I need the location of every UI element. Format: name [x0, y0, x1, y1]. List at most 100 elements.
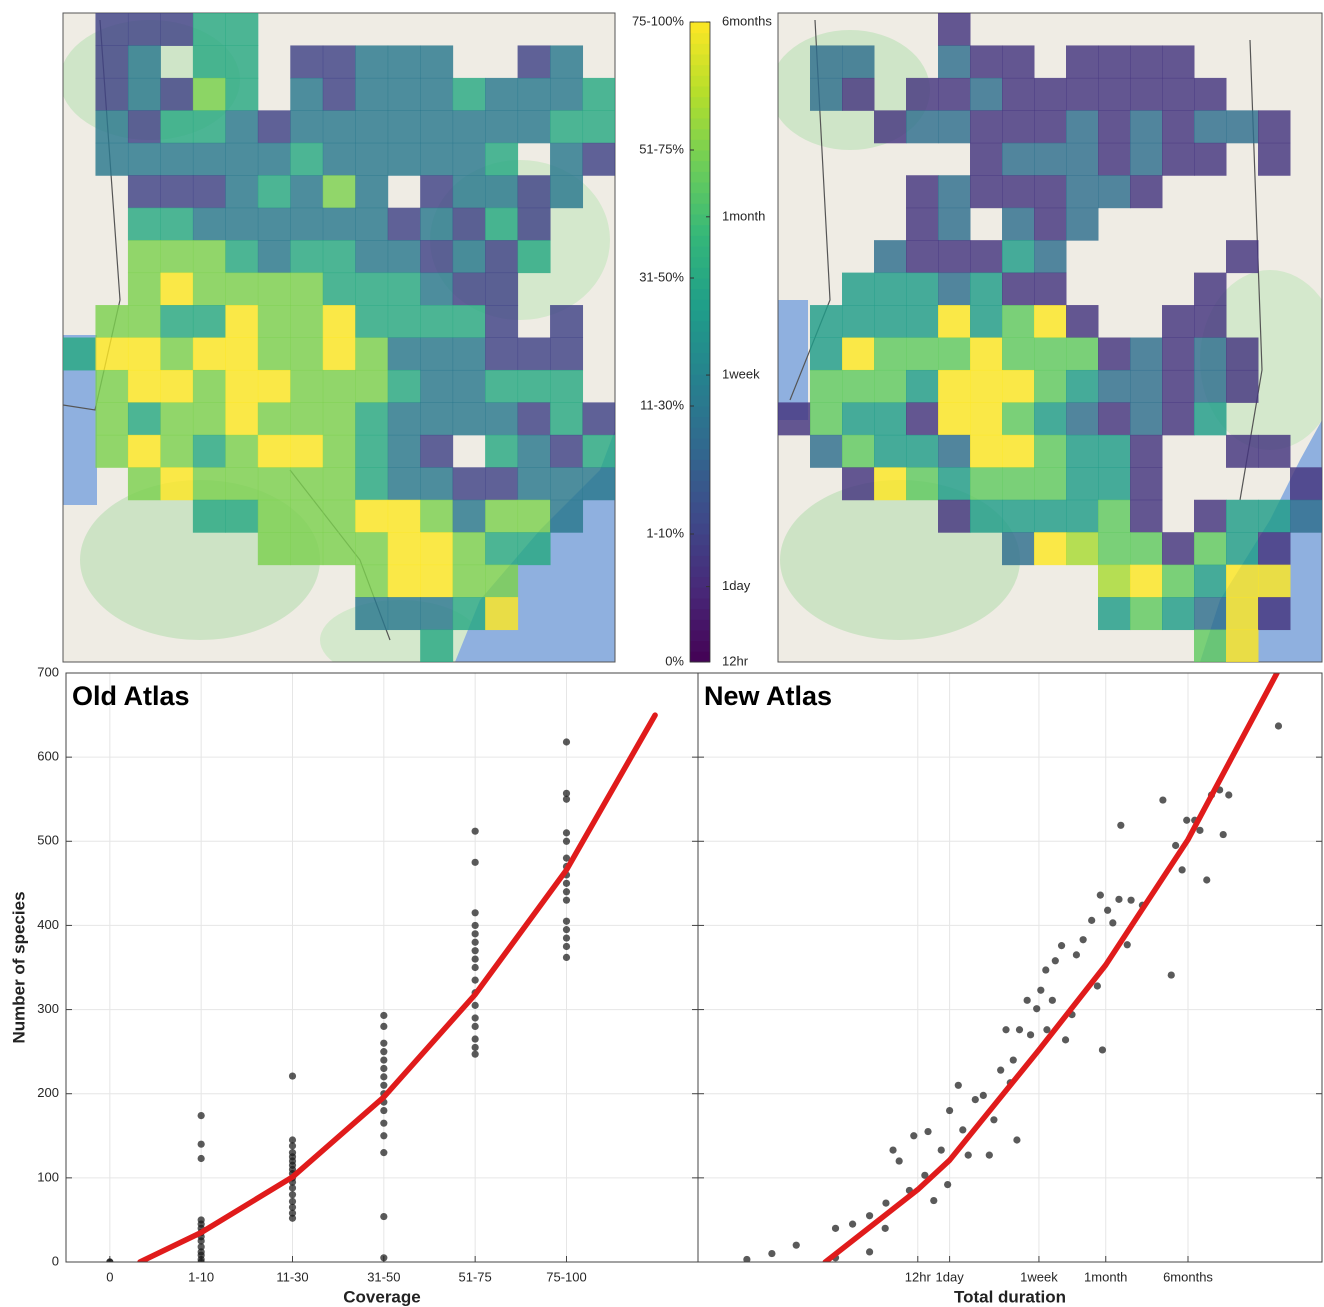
heatmap-cell [518, 208, 551, 241]
data-point [380, 1082, 387, 1089]
heatmap-cell [290, 532, 323, 565]
data-point [1010, 1056, 1017, 1063]
data-point [472, 1035, 479, 1042]
data-point [997, 1067, 1004, 1074]
heatmap-cell [1290, 467, 1323, 500]
heatmap-cell [583, 467, 616, 500]
heatmap-cell [1034, 435, 1067, 468]
data-point [563, 943, 570, 950]
heatmap-cell [290, 78, 323, 111]
data-point [1027, 1031, 1034, 1038]
heatmap-cell [128, 45, 161, 78]
heatmap-cell [128, 338, 161, 371]
heatmap-cell [420, 45, 453, 78]
data-point [380, 1149, 387, 1156]
colorbar-segment [690, 523, 710, 534]
heatmap-cell [453, 273, 486, 306]
heatmap-cell [128, 175, 161, 208]
heatmap-cell [453, 370, 486, 403]
data-point [1099, 1046, 1106, 1053]
heatmap-cell [906, 240, 939, 273]
heatmap-cell [420, 273, 453, 306]
heatmap-cell [1194, 143, 1227, 176]
x-tick-label: 12hr [905, 1269, 932, 1284]
heatmap-cell [225, 435, 258, 468]
heatmap-cell [388, 532, 421, 565]
colorbar-segment [690, 545, 710, 556]
heatmap-cell [1002, 305, 1035, 338]
heatmap-cell [355, 338, 388, 371]
data-point [563, 838, 570, 845]
heatmap-cell [1130, 143, 1163, 176]
colorbar-segment [690, 427, 710, 438]
y-tick-label: 700 [37, 664, 59, 679]
colorbar-segment [690, 203, 710, 214]
colorbar-segment [690, 449, 710, 460]
heatmap-cell [1130, 45, 1163, 78]
heatmap-cell [128, 143, 161, 176]
heatmap-cell [193, 467, 226, 500]
heatmap-cell [938, 208, 971, 241]
colorbar-segment [690, 193, 710, 204]
heatmap-cell [420, 630, 453, 663]
heatmap-cell [128, 435, 161, 468]
heatmap-cell [583, 143, 616, 176]
heatmap-cell [160, 402, 193, 435]
heatmap-cell [874, 305, 907, 338]
data-point [198, 1112, 205, 1119]
colorbar-segment [690, 438, 710, 449]
heatmap-cell [938, 45, 971, 78]
heatmap-cell [1034, 532, 1067, 565]
heatmap-cell [1194, 532, 1227, 565]
heatmap-cell [518, 532, 551, 565]
heatmap-cell [193, 500, 226, 533]
heatmap-cell [1162, 565, 1195, 598]
heatmap-cell [355, 45, 388, 78]
colorbar-segment [690, 289, 710, 300]
heatmap-cell [160, 338, 193, 371]
heatmap-cell [160, 175, 193, 208]
data-point [1049, 997, 1056, 1004]
heatmap-cell [970, 435, 1003, 468]
colorbar-segment [690, 619, 710, 630]
colorbar-segment [690, 235, 710, 246]
data-point [1220, 831, 1227, 838]
heatmap-cell [1194, 500, 1227, 533]
colorbar-segment [690, 150, 710, 161]
colorbar-segment [690, 118, 710, 129]
x-tick-label: 75-100 [546, 1269, 586, 1284]
colorbar-label: 1week [722, 366, 760, 381]
heatmap-cell [518, 370, 551, 403]
data-point [946, 1107, 953, 1114]
heatmap-cell [225, 402, 258, 435]
heatmap-cell [193, 273, 226, 306]
heatmap-cell [1066, 175, 1099, 208]
heatmap-cell [95, 338, 128, 371]
heatmap-cell [323, 467, 356, 500]
heatmap-cell [485, 240, 518, 273]
heatmap-cell [225, 208, 258, 241]
heatmap-cell [258, 467, 291, 500]
heatmap-cell [938, 110, 971, 143]
heatmap-cell [842, 467, 875, 500]
x-axis-label: Total duration [954, 1287, 1066, 1306]
heatmap-cell [258, 273, 291, 306]
heatmap-cell [518, 402, 551, 435]
heatmap-cell [95, 110, 128, 143]
heatmap-cell [290, 435, 323, 468]
heatmap-cell [225, 273, 258, 306]
heatmap-cell [323, 78, 356, 111]
heatmap-cell [938, 500, 971, 533]
data-point [959, 1126, 966, 1133]
y-tick-label: 500 [37, 833, 59, 848]
heatmap-cell [906, 273, 939, 306]
heatmap-cell [1162, 597, 1195, 630]
colorbar-segment [690, 385, 710, 396]
heatmap-cell [1258, 532, 1291, 565]
heatmap-cell [906, 305, 939, 338]
heatmap-cell [485, 305, 518, 338]
colorbar-segment [690, 246, 710, 257]
heatmap-cell [518, 338, 551, 371]
heatmap-cell [1098, 143, 1131, 176]
data-point [380, 1065, 387, 1072]
